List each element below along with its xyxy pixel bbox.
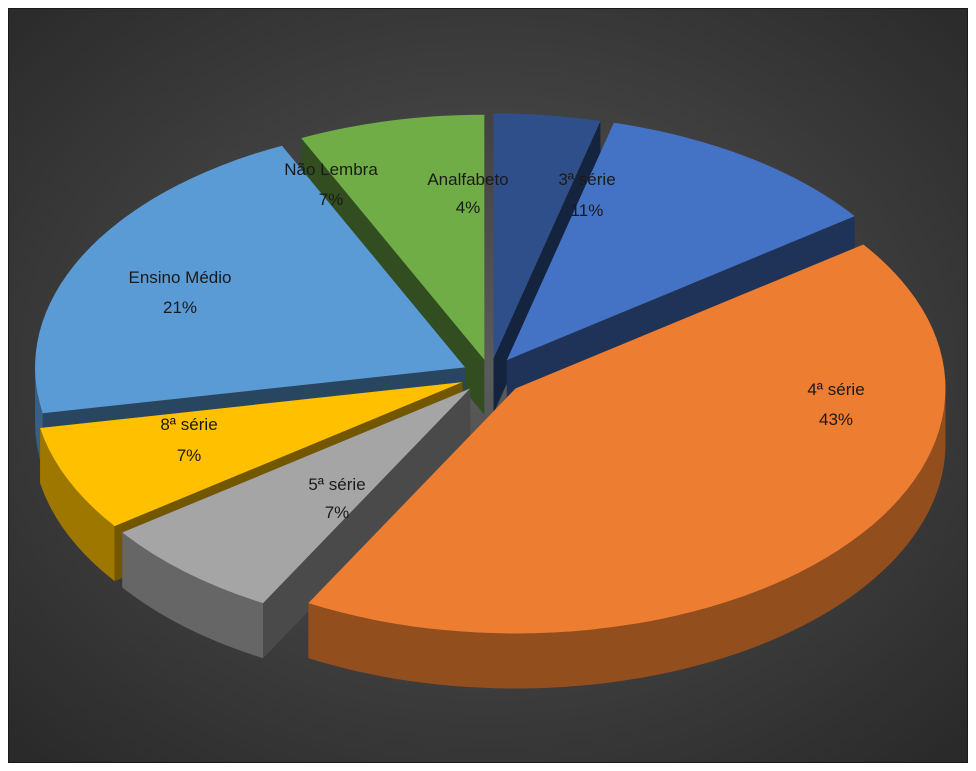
pie-slice-side-4-serie [308, 388, 946, 689]
slice-value-label-8-serie: 7% [177, 446, 202, 465]
slice-value-label-analfabeto: 4% [456, 198, 481, 217]
slice-label-ensino-medio: Ensino Médio [128, 268, 231, 287]
pie-slice-8-serie [40, 382, 463, 527]
pie-slice-side-5-serie [122, 532, 264, 659]
slice-label-8-serie: 8ª série [160, 415, 217, 434]
slice-value-label-4-serie: 43% [819, 410, 853, 429]
pie-slice-ensino-medio [35, 145, 466, 414]
slice-value-label-5-serie: 7% [325, 503, 350, 522]
pie-slice-analfabeto [493, 113, 601, 359]
pie-slice-5-serie [122, 388, 471, 604]
slice-value-label-nao-lembra: 7% [319, 190, 344, 209]
pie-slice-3-serie [506, 122, 855, 361]
slice-value-label-ensino-medio: 21% [163, 298, 197, 317]
slice-value-label-3-serie: 11% [571, 201, 604, 220]
pie-slice-side-8-serie [40, 428, 115, 582]
pie-slice-4-serie [308, 244, 946, 634]
slice-label-4-serie: 4ª série [807, 380, 864, 399]
slice-label-analfabeto: Analfabeto [427, 170, 508, 189]
slice-label-5-serie: 5ª série [308, 475, 365, 494]
slice-label-3-serie: 3ª série [558, 170, 615, 189]
pie-slice-nao-lembra [301, 114, 485, 360]
slice-label-nao-lembra: Não Lembra [284, 160, 378, 179]
